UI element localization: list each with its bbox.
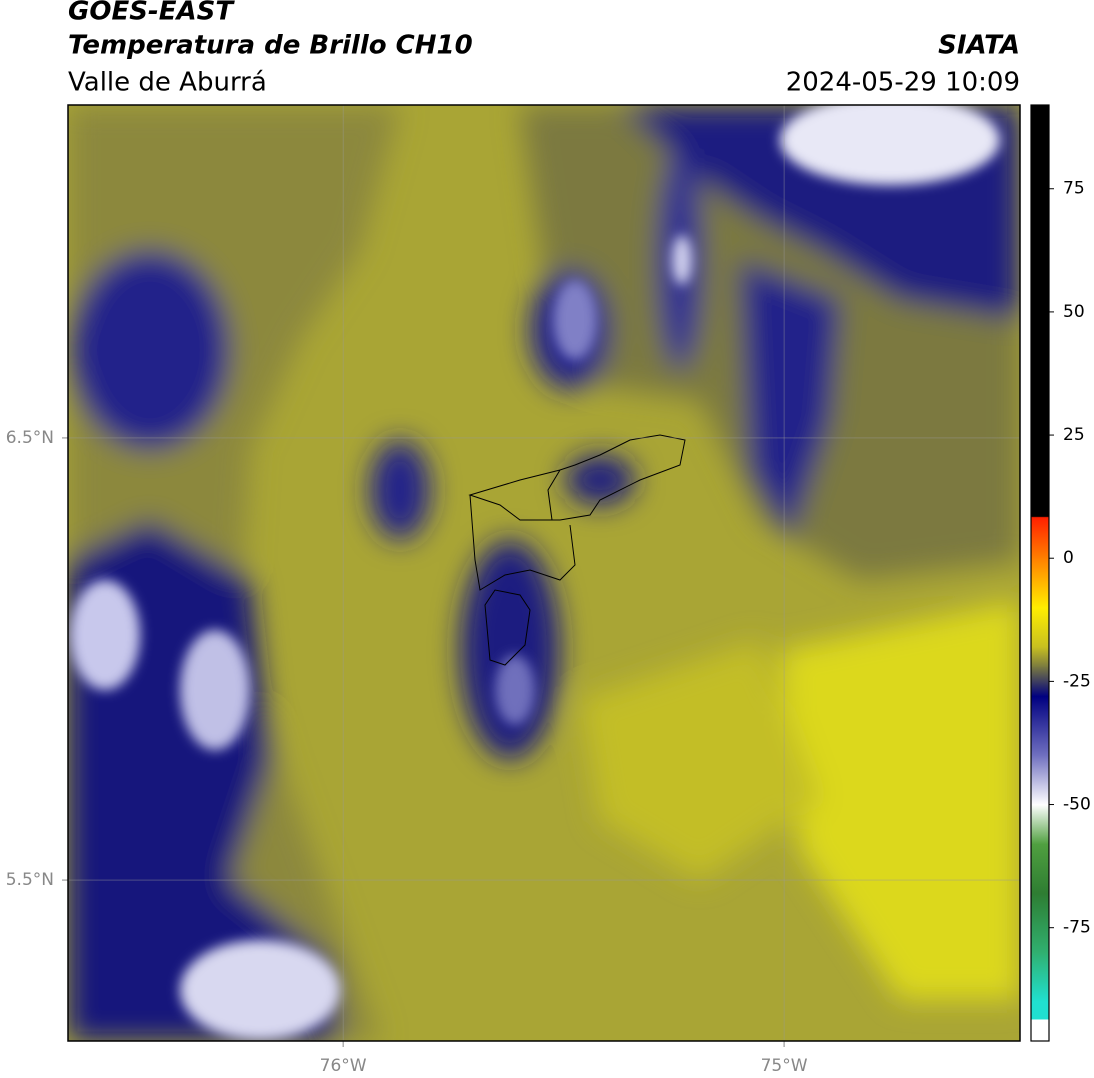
colorbar-tick-label: 75 (1063, 179, 1085, 199)
colorbar-tick-label: -75 (1063, 918, 1091, 938)
colorbar-segment (1031, 646, 1049, 668)
colorbar-segment (1031, 755, 1049, 806)
colorbar-segment (1031, 1001, 1049, 1020)
colorbar-tick-label: 50 (1063, 302, 1085, 322)
colorbar-segment (1031, 952, 1049, 1003)
colorbar-segment (1031, 1018, 1049, 1021)
grid: 76°W 75°W 6.5°N 5.5°N (6, 105, 1020, 1076)
colorbar-segment (1031, 517, 1049, 559)
datetime: 2024-05-29 10:09 (786, 68, 1020, 98)
colorbar: 75 50 25 0 -25 -50 -75 (1031, 105, 1091, 1042)
lon-tick-label: 76°W (320, 1056, 367, 1076)
colorbar-tick-label: -50 (1063, 795, 1091, 815)
colorbar-segment (1031, 893, 1049, 953)
colorbar-segment (1031, 516, 1049, 518)
colorbar-segment (1031, 105, 1049, 517)
lon-tick-label: 75°W (761, 1056, 808, 1076)
colorbar-segment (1031, 607, 1049, 648)
lat-tick-label: 5.5°N (6, 870, 54, 890)
subtitle: Temperatura de Brillo CH10 (68, 31, 473, 61)
colorbar-tick-label: -25 (1063, 671, 1091, 691)
source: SIATA (938, 31, 1020, 61)
colorbar-segment (1031, 804, 1049, 845)
colorbar-segment (1031, 666, 1049, 697)
colorbar-frame (1030, 104, 1050, 1042)
colorbar-tick-label: 25 (1063, 425, 1085, 445)
colorbar-segment (1031, 558, 1049, 608)
colorbar-segment (1031, 843, 1049, 894)
colorbar-segment (1031, 1019, 1049, 1042)
colorbar-tick-label: 0 (1063, 548, 1074, 568)
lat-tick-label: 6.5°N (6, 428, 54, 448)
map-frame (67, 104, 1021, 1042)
satellite-image (68, 105, 1020, 1041)
title: GOES-EAST (68, 0, 235, 27)
region: Valle de Aburrá (68, 68, 267, 98)
colorbar-segment (1031, 696, 1049, 756)
